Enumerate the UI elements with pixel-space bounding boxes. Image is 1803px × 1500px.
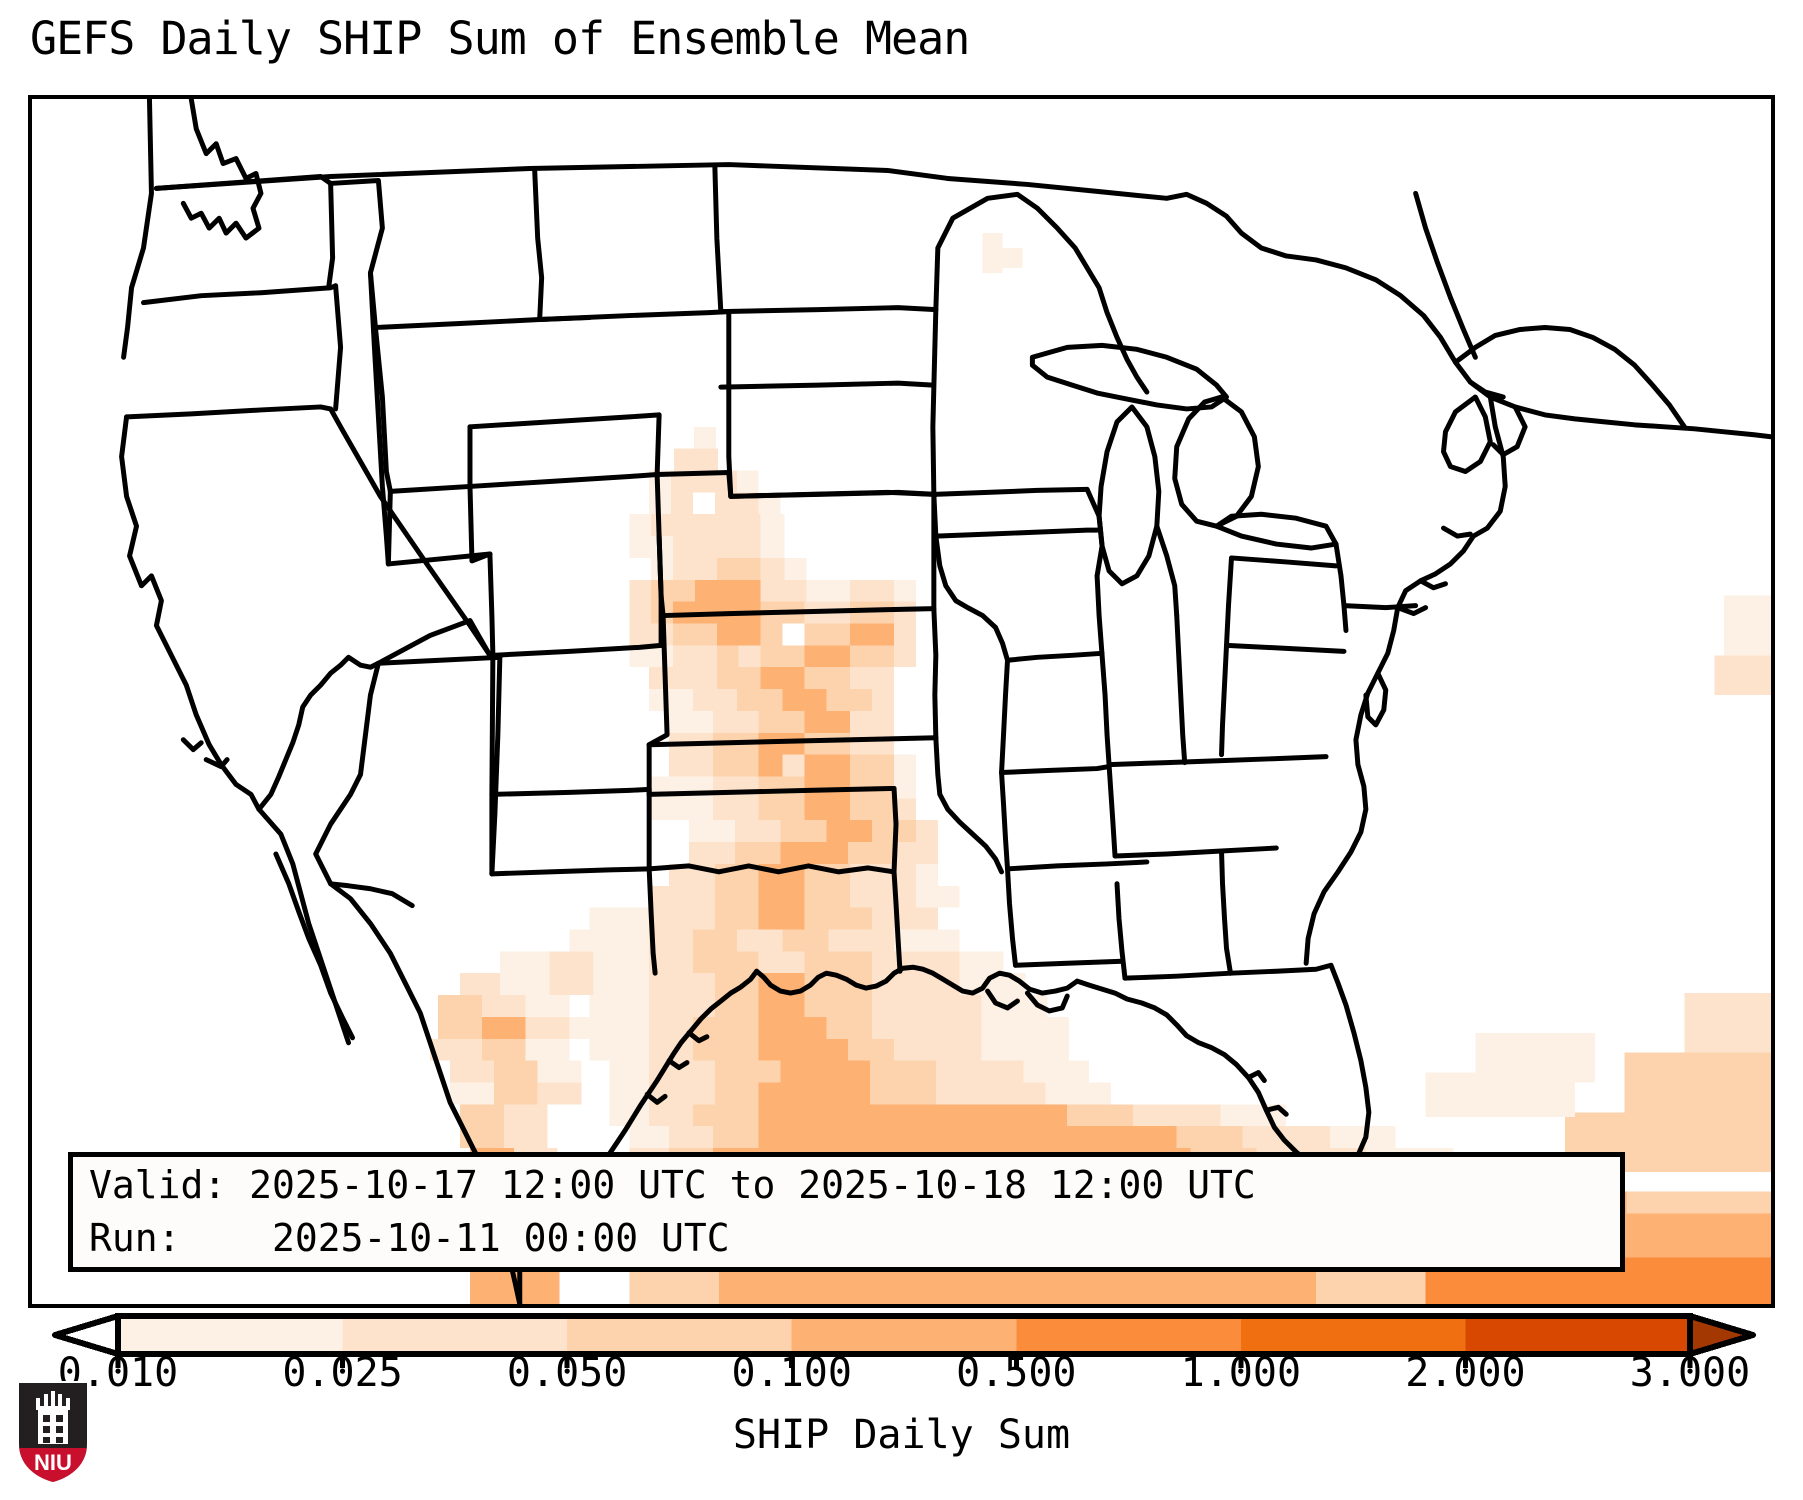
colorbar-band bbox=[567, 1316, 793, 1354]
valid-time-line: Valid: 2025-10-17 12:00 UTC to 2025-10-1… bbox=[89, 1163, 1256, 1207]
colorbar-tick-labels: 0.010 0.025 0.050 0.100 0.500 1.000 2.000 3.000 bbox=[0, 1350, 1803, 1410]
colorbar-outline bbox=[115, 1313, 1693, 1357]
niu-logo-svg: NIU bbox=[17, 1381, 89, 1485]
shield-red-band bbox=[19, 1444, 87, 1482]
map-panel bbox=[28, 95, 1775, 1308]
colorbar-over-arrow bbox=[1687, 1313, 1756, 1357]
colorbar-tick-label: 0.050 bbox=[506, 1350, 628, 1396]
colorbar[interactable] bbox=[0, 1308, 1803, 1368]
colorbar-bands bbox=[118, 1316, 1691, 1354]
info-box: Valid: 2025-10-17 12:00 UTC to 2025-10-1… bbox=[68, 1152, 1625, 1272]
colorbar-tick-label: 1.000 bbox=[1180, 1350, 1302, 1396]
castle-windows bbox=[43, 1415, 63, 1443]
colorbar-band bbox=[1240, 1316, 1467, 1354]
colorbar-tick-label: 0.100 bbox=[731, 1350, 852, 1396]
colorbar-band bbox=[342, 1316, 568, 1354]
colorbar-tick-label: 0.025 bbox=[282, 1350, 403, 1396]
colorbar-band bbox=[1016, 1316, 1242, 1354]
colorbar-under-arrow bbox=[52, 1313, 121, 1357]
niu-logo-text: NIU bbox=[34, 1450, 72, 1475]
colorbar-svg[interactable] bbox=[0, 1308, 1803, 1368]
map-canvas bbox=[119, 99, 1771, 1304]
colorbar-tick-label: 2.000 bbox=[1405, 1350, 1526, 1396]
page-title: GEFS Daily SHIP Sum of Ensemble Mean bbox=[30, 12, 970, 65]
colorbar-ticks bbox=[115, 1354, 1693, 1368]
colorbar-band bbox=[118, 1316, 344, 1354]
colorbar-tick-label: 0.500 bbox=[956, 1350, 1077, 1396]
colorbar-tick-label: 3.000 bbox=[1629, 1350, 1751, 1396]
run-time-line: Run: 2025-10-11 00:00 UTC bbox=[89, 1216, 730, 1260]
niu-logo: NIU bbox=[14, 1378, 92, 1486]
colorbar-axis-label: SHIP Daily Sum bbox=[732, 1412, 1071, 1458]
colorbar-band bbox=[1465, 1316, 1691, 1354]
map-geography-layer bbox=[119, 99, 1771, 1304]
colorbar-band bbox=[791, 1316, 1017, 1354]
